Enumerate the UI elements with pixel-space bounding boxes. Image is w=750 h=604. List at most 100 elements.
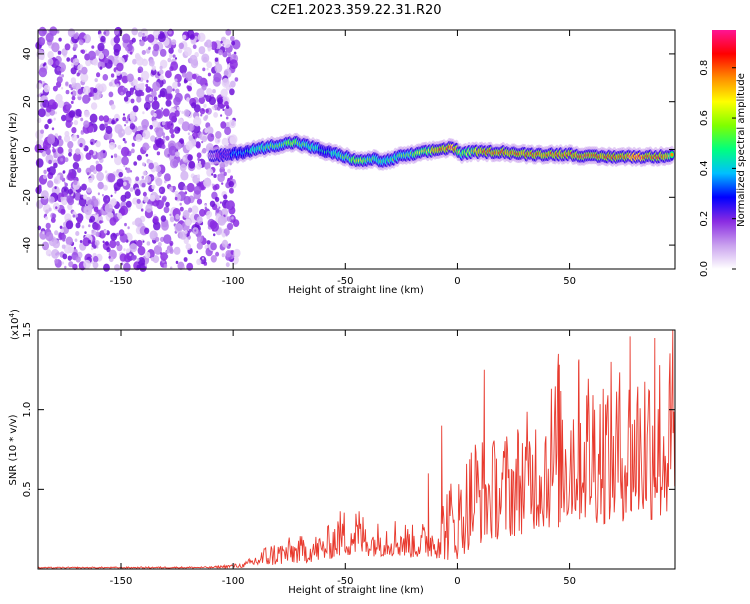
noise-dot bbox=[98, 52, 105, 60]
noise-dot bbox=[144, 263, 148, 267]
noise-dot bbox=[168, 47, 174, 54]
noise-dot bbox=[142, 191, 147, 197]
noise-dot bbox=[70, 91, 73, 95]
noise-dot bbox=[72, 263, 78, 271]
noise-dot bbox=[201, 135, 208, 143]
snr-frame bbox=[37, 329, 676, 570]
noise-dot bbox=[202, 108, 205, 112]
noise-dot bbox=[188, 228, 192, 233]
noise-dot bbox=[129, 123, 136, 130]
noise-dot bbox=[220, 121, 227, 129]
noise-dot bbox=[68, 152, 72, 157]
noise-dot bbox=[136, 264, 141, 270]
noise-dot bbox=[96, 171, 104, 182]
noise-dot bbox=[125, 200, 132, 208]
noise-dot bbox=[178, 42, 184, 49]
noise-dot bbox=[94, 78, 98, 83]
noise-dot bbox=[152, 81, 161, 92]
noise-dot bbox=[136, 239, 143, 248]
noise-dot bbox=[152, 216, 159, 223]
noise-dot bbox=[183, 195, 191, 205]
noise-dot bbox=[198, 46, 206, 55]
noise-dot bbox=[192, 124, 201, 134]
noise-dot bbox=[88, 92, 93, 98]
noise-dot bbox=[54, 258, 59, 264]
noise-dot bbox=[155, 127, 164, 138]
noise-dot bbox=[45, 216, 48, 220]
noise-dot bbox=[228, 181, 234, 188]
noise-dot bbox=[193, 185, 202, 195]
noise-dot bbox=[101, 193, 105, 197]
noise-dot bbox=[213, 174, 217, 178]
noise-dot bbox=[70, 77, 77, 84]
noise-dot bbox=[71, 127, 77, 134]
noise-dot bbox=[197, 157, 200, 161]
noise-dot bbox=[51, 249, 60, 259]
noise-dot bbox=[172, 88, 175, 92]
noise-dot bbox=[141, 50, 146, 55]
noise-dot bbox=[213, 233, 216, 237]
noise-dot bbox=[183, 109, 190, 117]
noise-dot bbox=[109, 239, 117, 249]
noise-dot bbox=[133, 91, 136, 95]
noise-dot bbox=[177, 82, 181, 87]
noise-dot bbox=[221, 182, 224, 185]
noise-dot bbox=[145, 83, 149, 88]
noise-dot bbox=[162, 108, 170, 117]
noise-dot bbox=[83, 259, 91, 269]
noise-dot bbox=[221, 78, 230, 88]
spectrogram-marks bbox=[34, 26, 675, 272]
noise-dot bbox=[151, 176, 155, 180]
noise-dot bbox=[170, 133, 175, 139]
noise-dot bbox=[205, 108, 209, 113]
noise-dot bbox=[185, 218, 192, 226]
noise-dot bbox=[97, 42, 105, 52]
noise-dot bbox=[188, 82, 192, 87]
noise-dot bbox=[80, 117, 84, 122]
noise-dot bbox=[152, 120, 159, 128]
noise-dot bbox=[63, 134, 71, 143]
noise-dot bbox=[62, 253, 68, 260]
noise-dot bbox=[196, 143, 201, 149]
noise-dot bbox=[94, 223, 101, 231]
noise-dot bbox=[96, 245, 99, 249]
noise-dot bbox=[47, 58, 54, 66]
noise-dot bbox=[184, 191, 188, 195]
noise-dot bbox=[53, 117, 56, 121]
noise-dot bbox=[106, 247, 111, 253]
noise-dot bbox=[153, 128, 156, 132]
noise-dot bbox=[103, 195, 111, 204]
y-tick-label: 1.0 bbox=[22, 402, 33, 418]
noise-dot bbox=[204, 204, 208, 208]
noise-dot bbox=[104, 170, 108, 174]
noise-dot bbox=[99, 123, 106, 131]
colorbar-tick-label: 0.4 bbox=[699, 160, 710, 176]
noise-dot bbox=[217, 215, 227, 226]
noise-dot bbox=[53, 162, 58, 169]
noise-dot bbox=[121, 156, 129, 166]
noise-dot bbox=[174, 78, 178, 83]
noise-dot bbox=[124, 191, 131, 199]
noise-dot bbox=[71, 63, 74, 67]
noise-dot bbox=[163, 263, 168, 269]
noise-dot bbox=[161, 144, 166, 150]
noise-dot bbox=[93, 169, 97, 174]
noise-dot bbox=[206, 126, 214, 135]
noise-dot bbox=[35, 82, 42, 90]
noise-dot bbox=[123, 262, 131, 272]
y-tick-label: -40 bbox=[22, 237, 33, 253]
noise-dot bbox=[102, 150, 106, 154]
noise-dot bbox=[97, 181, 104, 190]
noise-dot bbox=[119, 205, 129, 216]
noise-dot bbox=[166, 249, 170, 254]
noise-dot bbox=[114, 191, 117, 194]
noise-dot bbox=[95, 212, 98, 215]
noise-dot bbox=[230, 175, 233, 179]
noise-dot bbox=[226, 216, 232, 222]
noise-dot bbox=[72, 211, 77, 216]
noise-dot bbox=[135, 176, 140, 182]
noise-dot bbox=[229, 134, 238, 145]
noise-dot bbox=[123, 181, 127, 187]
noise-dot bbox=[175, 88, 180, 94]
